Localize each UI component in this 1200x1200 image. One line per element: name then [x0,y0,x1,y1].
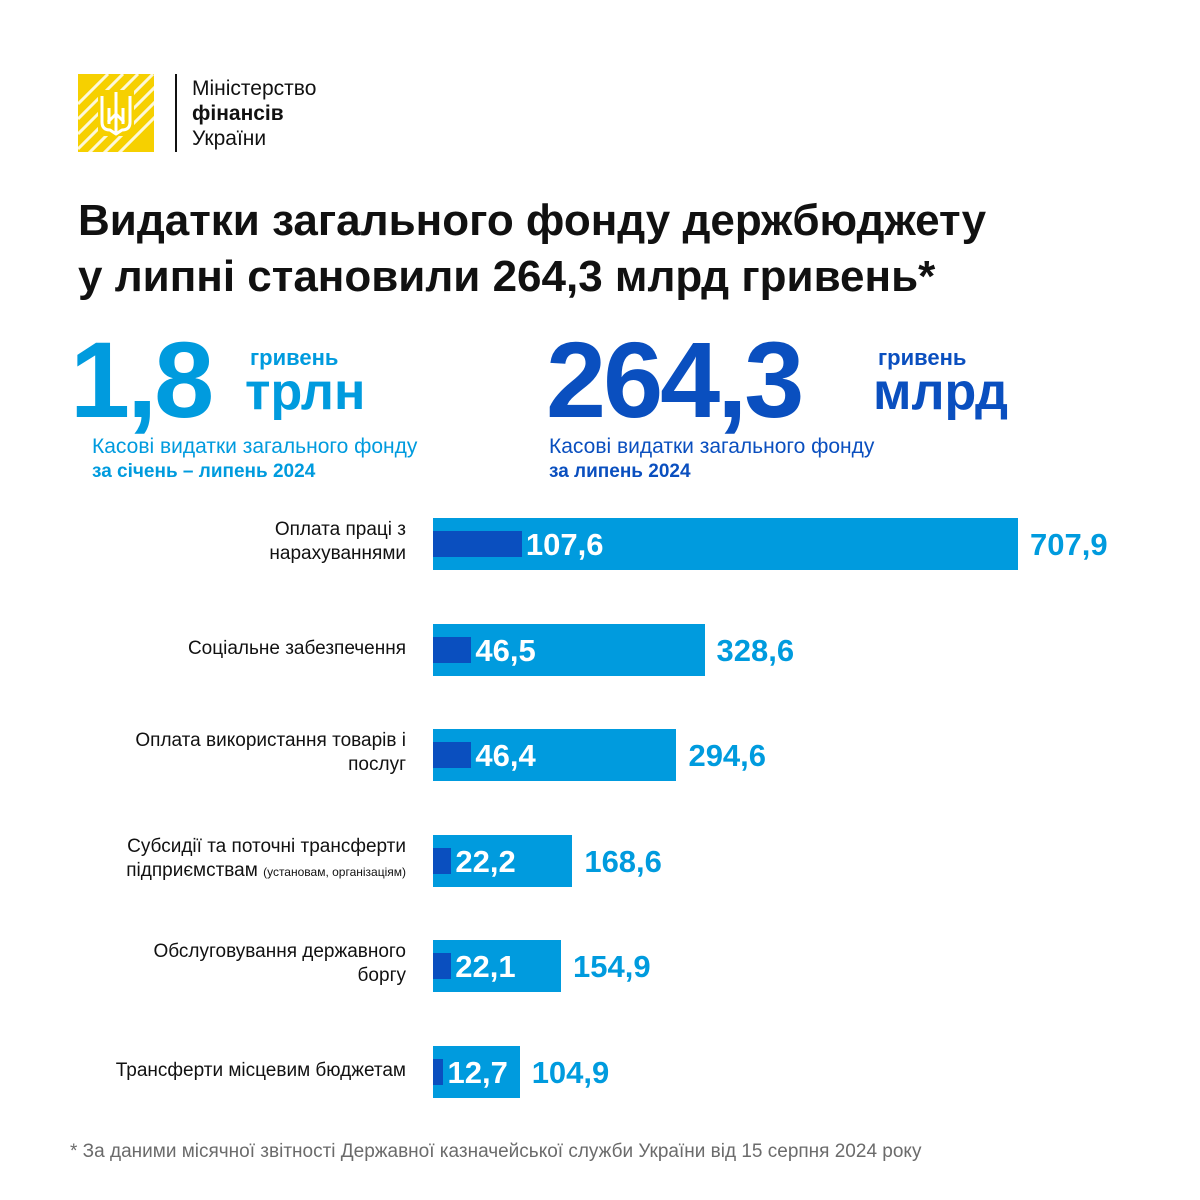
bar-total-period [433,518,1018,570]
ministry-name: Міністерство фінансів України [192,76,316,151]
ministry-name-line3: України [192,127,267,150]
category-label: Трансферти місцевим бюджетам [26,1059,406,1083]
bar-total-value-label: 154,9 [573,949,651,984]
title-line1: Видатки загального фонду держбюджету [78,196,987,245]
kpi-period-unit-big: трлн [245,363,366,421]
category-label-line1: Оплата використання товарів і [135,730,406,751]
category-label: Соціальне забезпечення [26,637,406,661]
bar-total-value-label: 707,9 [1030,527,1108,562]
ministry-name-line2: фінансів [192,102,284,125]
bar-total-period [433,729,677,781]
category-label-line2: нарахуваннями [269,543,406,564]
kpi-period-desc-line2: за січень – липень 2024 [92,461,316,482]
kpi-month-description: Касові видатки загального фонду за липен… [549,434,874,484]
bar-month-july [433,531,522,557]
bar-total-value-label: 168,6 [584,843,662,879]
bar-month-value-label: 46,4 [475,738,536,773]
category-label: Оплата використання товарів і послуг [26,729,406,777]
bar-month-july [433,953,452,979]
bar-month-july [433,742,472,768]
bar-month-value-label: 46,5 [475,632,536,668]
kpi-month-desc-line1: Касові видатки загального фонду [549,435,875,458]
category-label: Оплата праці з нарахуваннями [26,518,406,566]
kpi-period-description: Касові видатки загального фонду за січен… [92,434,417,484]
category-label-line1: Субсидії та поточні трансферти [127,835,406,857]
category-label-line2: боргу [357,965,406,986]
bar-month-value-label: 12,7 [447,1054,508,1090]
category-label: Обслуговування державного боргу [26,940,406,988]
ministry-logo-emblem [78,74,154,152]
bar-total-period [433,1045,520,1098]
bar-month-value-label: 107,6 [525,527,604,562]
bar-total-value-label: 104,9 [531,1054,610,1090]
category-label-line2: підприємствам (установам, організаціям) [126,859,406,881]
expenditure-bar-chart: Оплата праці з нарахуваннями 107,6 707,9 Соц… [0,500,1200,1120]
kpi-month-unit-small: гривень [878,345,967,370]
bar-total-value-label: 294,6 [688,738,767,773]
category-label-line1: Трансферти місцевим бюджетам [115,1059,406,1081]
kpi-period-value: 1,8 [70,319,214,440]
kpi-month-value: 264,3 [546,319,804,440]
bar-total-period [433,940,561,992]
kpi-month-desc-line2: за липень 2024 [549,461,691,482]
category-label-line2: послуг [348,754,406,775]
bar-month-july [433,636,472,663]
bar-month-value-label: 22,2 [455,843,516,879]
bar-month-value-label: 22,1 [455,949,516,984]
ministry-name-line1: Міністерство [192,77,317,100]
category-label: Субсидії та поточні трансферти підприємст… [26,835,406,884]
title-line2: у липні становили 264,3 млрд гривень* [78,252,936,301]
bar-total-period [433,834,573,887]
ukraine-trident-icon [78,74,154,152]
bar-total-period [433,623,705,676]
category-label-note: (установам, організаціям) [263,864,406,879]
logo-divider [175,74,177,152]
category-label-line1: Обслуговування державного [153,941,406,962]
kpi-period-unit-small: гривень [250,345,339,370]
kpi-period-desc-line1: Касові видатки загального фонду [92,435,418,458]
kpi-month-unit-big: млрд [873,363,1008,421]
bar-total-value-label: 328,6 [716,632,795,668]
bar-month-july [433,1058,444,1085]
category-label-line1: Соціальне забезпечення [187,637,406,659]
category-label-line1: Оплата праці з [274,519,406,540]
footnote: * За даними місячної звітності Державної… [70,1141,922,1162]
page-title: Видатки загального фонду держбюджету у л… [78,193,1158,305]
bar-month-july [433,847,452,874]
